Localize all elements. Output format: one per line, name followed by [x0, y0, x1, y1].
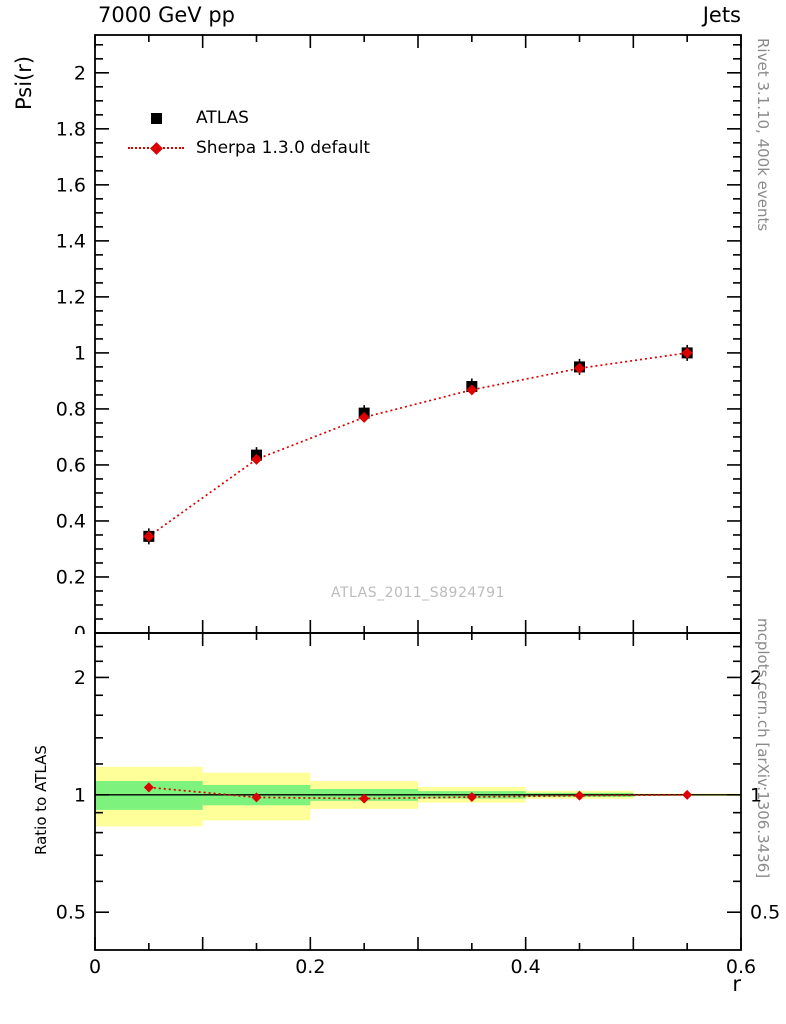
ratio-panel: 0.5 0.5 1 1 2 2 0 0.2 0.4 0.6 [56, 632, 780, 978]
legend-entry-mc: Sherpa 1.3.0 default [128, 137, 370, 159]
svg-text:1.6: 1.6 [56, 174, 86, 196]
svg-text:0.6: 0.6 [56, 454, 86, 476]
x-axis-label: r [732, 972, 741, 996]
svg-text:0.4: 0.4 [56, 510, 86, 532]
svg-text:1: 1 [74, 342, 86, 364]
svg-text:0.6: 0.6 [726, 956, 756, 978]
svg-text:0: 0 [89, 956, 101, 978]
svg-text:1.8: 1.8 [56, 118, 86, 140]
svg-text:0.5: 0.5 [56, 902, 86, 924]
svg-text:1.2: 1.2 [56, 286, 86, 308]
legend: ATLAS Sherpa 1.3.0 default [128, 107, 370, 159]
svg-text:2: 2 [74, 667, 86, 689]
data-square-marker-icon [128, 112, 184, 124]
svg-text:0.5: 0.5 [750, 902, 780, 924]
legend-label-data: ATLAS [196, 108, 249, 128]
svg-text:0.8: 0.8 [56, 398, 86, 420]
mcplots-arxiv-note: mcplots.cern.ch [arXiv:1306.3436] [754, 618, 772, 879]
mc-diamond-line-marker-icon [128, 142, 184, 155]
svg-text:1: 1 [74, 784, 86, 806]
rivet-version-note: Rivet 3.1.10, 400k events [754, 38, 772, 232]
analysis-id-watermark: ATLAS_2011_S8924791 [331, 585, 505, 601]
svg-text:1: 1 [750, 784, 762, 806]
ratio-y-axis-label: Ratio to ATLAS [32, 745, 50, 855]
beam-energy-title: 7000 GeV pp [98, 3, 236, 27]
svg-text:0.2: 0.2 [56, 566, 86, 588]
svg-text:2: 2 [750, 667, 762, 689]
svg-text:0.2: 0.2 [295, 956, 325, 978]
legend-label-mc: Sherpa 1.3.0 default [196, 138, 371, 158]
main-y-axis-label: Psi(r) [12, 55, 36, 110]
svg-text:0.4: 0.4 [511, 956, 541, 978]
svg-text:1.4: 1.4 [56, 230, 86, 252]
legend-entry-data: ATLAS [128, 107, 370, 129]
main-panel: 00.20.40.60.811.21.41.61.82 [56, 34, 742, 645]
analysis-group-title: Jets [702, 3, 741, 27]
svg-text:2: 2 [74, 62, 86, 84]
